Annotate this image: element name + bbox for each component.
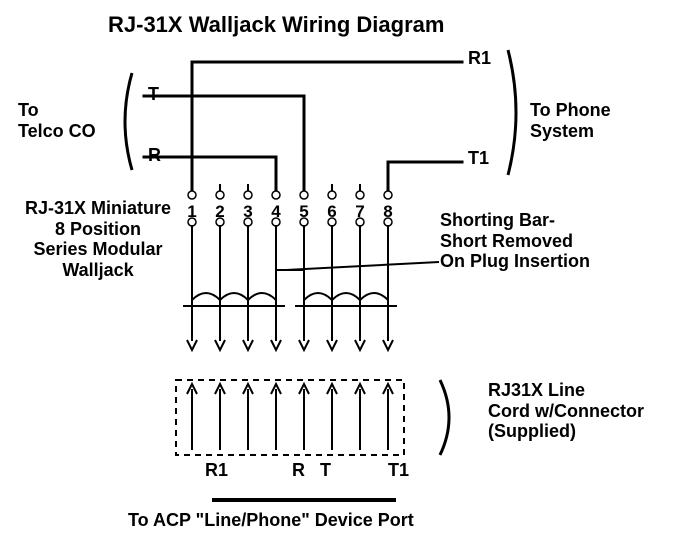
label-T1-top: T1 xyxy=(468,148,489,169)
title: RJ-31X Walljack Wiring Diagram xyxy=(108,12,444,37)
label-bottom: To ACP "Line/Phone" Device Port xyxy=(128,510,414,531)
label-R: R xyxy=(148,145,161,166)
label-R1-bottom: R1 xyxy=(205,460,228,481)
label-R1-top: R1 xyxy=(468,48,491,69)
label-shorting: Shorting Bar- Short Removed On Plug Inse… xyxy=(440,210,590,272)
label-phone: To Phone System xyxy=(530,100,611,141)
label-telco: To Telco CO xyxy=(18,100,96,141)
label-T: T xyxy=(148,84,159,105)
label-cord: RJ31X Line Cord w/Connector (Supplied) xyxy=(488,380,644,442)
wiring-diagram: 12345678 RJ-31X Walljack Wiring Diagram … xyxy=(0,0,682,548)
label-R-bottom: R xyxy=(292,460,305,481)
label-T1-bottom: T1 xyxy=(388,460,409,481)
label-walljack: RJ-31X Miniature 8 Position Series Modul… xyxy=(14,198,182,281)
label-T-bottom: T xyxy=(320,460,331,481)
